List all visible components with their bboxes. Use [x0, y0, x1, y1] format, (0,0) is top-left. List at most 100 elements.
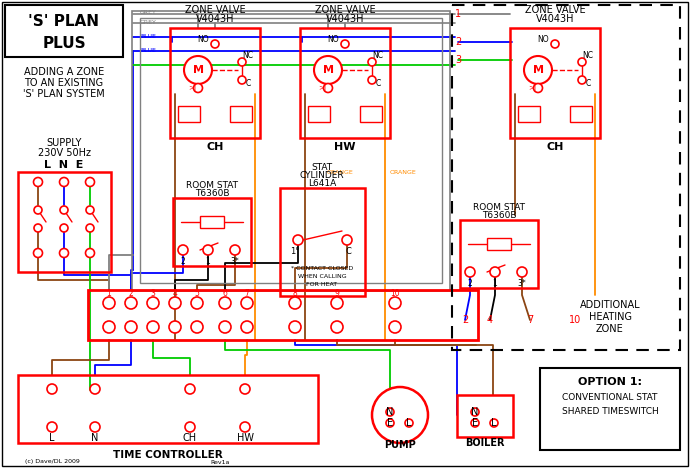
Bar	[360, 106, 382, 122]
Circle shape	[289, 297, 301, 309]
Bar	[140, 18, 442, 283]
Text: CH: CH	[206, 142, 224, 152]
Bar	[487, 238, 511, 250]
Text: 3*: 3*	[518, 278, 526, 287]
Text: HW: HW	[237, 433, 253, 443]
Circle shape	[211, 40, 219, 48]
Text: WHEN CALLING: WHEN CALLING	[297, 275, 346, 279]
Circle shape	[241, 321, 253, 333]
Circle shape	[524, 56, 552, 84]
Circle shape	[185, 422, 195, 432]
Circle shape	[103, 297, 115, 309]
Circle shape	[230, 245, 240, 255]
Text: 1°: 1°	[290, 247, 299, 256]
Text: >|: >|	[318, 85, 326, 92]
Text: L: L	[406, 418, 412, 428]
Text: 3: 3	[455, 55, 461, 65]
Bar	[88, 290, 478, 340]
Text: ORANGE: ORANGE	[390, 169, 417, 175]
Text: 10: 10	[390, 290, 400, 299]
Text: GREY: GREY	[140, 10, 157, 15]
Text: M: M	[193, 65, 204, 75]
Circle shape	[324, 83, 333, 93]
Text: E: E	[472, 418, 478, 428]
Text: L: L	[49, 433, 55, 443]
Circle shape	[490, 419, 498, 427]
Circle shape	[238, 76, 246, 84]
Circle shape	[471, 419, 479, 427]
Text: N: N	[471, 407, 479, 417]
Text: 4: 4	[172, 290, 177, 299]
Circle shape	[203, 245, 213, 255]
Text: OPTION 1:: OPTION 1:	[578, 377, 642, 387]
Text: C: C	[375, 80, 381, 88]
Text: M: M	[322, 65, 333, 75]
Circle shape	[47, 384, 57, 394]
Circle shape	[314, 56, 342, 84]
Text: NO: NO	[197, 36, 209, 44]
Text: HEATING: HEATING	[589, 312, 631, 322]
Circle shape	[551, 40, 559, 48]
Text: NO: NO	[327, 36, 339, 44]
Circle shape	[60, 206, 68, 214]
Circle shape	[184, 56, 212, 84]
Text: HW: HW	[334, 142, 356, 152]
Text: BOILER: BOILER	[465, 438, 505, 448]
Bar	[570, 106, 592, 122]
Text: FOR HEAT: FOR HEAT	[306, 283, 337, 287]
Circle shape	[578, 76, 586, 84]
Circle shape	[191, 321, 203, 333]
Bar	[280, 188, 365, 296]
Text: 2: 2	[181, 256, 186, 265]
Text: BLUE: BLUE	[140, 34, 156, 38]
Text: M: M	[533, 65, 544, 75]
Text: PUMP: PUMP	[384, 440, 416, 450]
Circle shape	[389, 321, 401, 333]
Circle shape	[193, 83, 202, 93]
Circle shape	[125, 321, 137, 333]
Text: Rev1a: Rev1a	[210, 460, 229, 465]
Circle shape	[34, 206, 42, 214]
Text: C: C	[585, 80, 591, 88]
Bar	[170, 28, 260, 138]
Text: 1: 1	[455, 9, 461, 19]
Circle shape	[331, 297, 343, 309]
Text: >|: >|	[188, 85, 196, 92]
Circle shape	[59, 249, 68, 257]
Circle shape	[86, 206, 94, 214]
Text: 1: 1	[206, 256, 210, 265]
Bar	[178, 106, 200, 122]
Text: ORANGE: ORANGE	[326, 169, 353, 175]
Circle shape	[517, 267, 527, 277]
Circle shape	[533, 83, 542, 93]
Text: 10: 10	[569, 315, 581, 325]
Circle shape	[331, 321, 343, 333]
Circle shape	[34, 177, 43, 187]
Circle shape	[191, 297, 203, 309]
Text: NC: NC	[373, 51, 384, 60]
Text: 1: 1	[493, 278, 497, 287]
Text: 3*: 3*	[230, 256, 239, 265]
Circle shape	[465, 267, 475, 277]
Text: * CONTACT CLOSED: * CONTACT CLOSED	[291, 265, 353, 271]
Text: 2: 2	[462, 315, 468, 325]
Text: 4: 4	[487, 315, 493, 325]
Text: 1: 1	[107, 290, 111, 299]
Circle shape	[60, 224, 68, 232]
Text: 2: 2	[468, 278, 473, 287]
Bar	[200, 216, 224, 228]
Text: L  N  E: L N E	[44, 160, 83, 170]
Bar	[18, 172, 111, 272]
Text: 8: 8	[293, 290, 297, 299]
Circle shape	[389, 297, 401, 309]
Text: 'S' PLAN SYSTEM: 'S' PLAN SYSTEM	[23, 89, 105, 99]
Text: (c) Dave/DL 2009: (c) Dave/DL 2009	[25, 460, 80, 465]
Circle shape	[86, 177, 95, 187]
Text: CONVENTIONAL STAT: CONVENTIONAL STAT	[562, 394, 658, 402]
Text: 7: 7	[527, 315, 533, 325]
Circle shape	[86, 249, 95, 257]
Text: BLUE: BLUE	[140, 47, 156, 52]
Bar	[452, 5, 680, 350]
Text: 7: 7	[244, 290, 250, 299]
Bar	[457, 395, 513, 437]
